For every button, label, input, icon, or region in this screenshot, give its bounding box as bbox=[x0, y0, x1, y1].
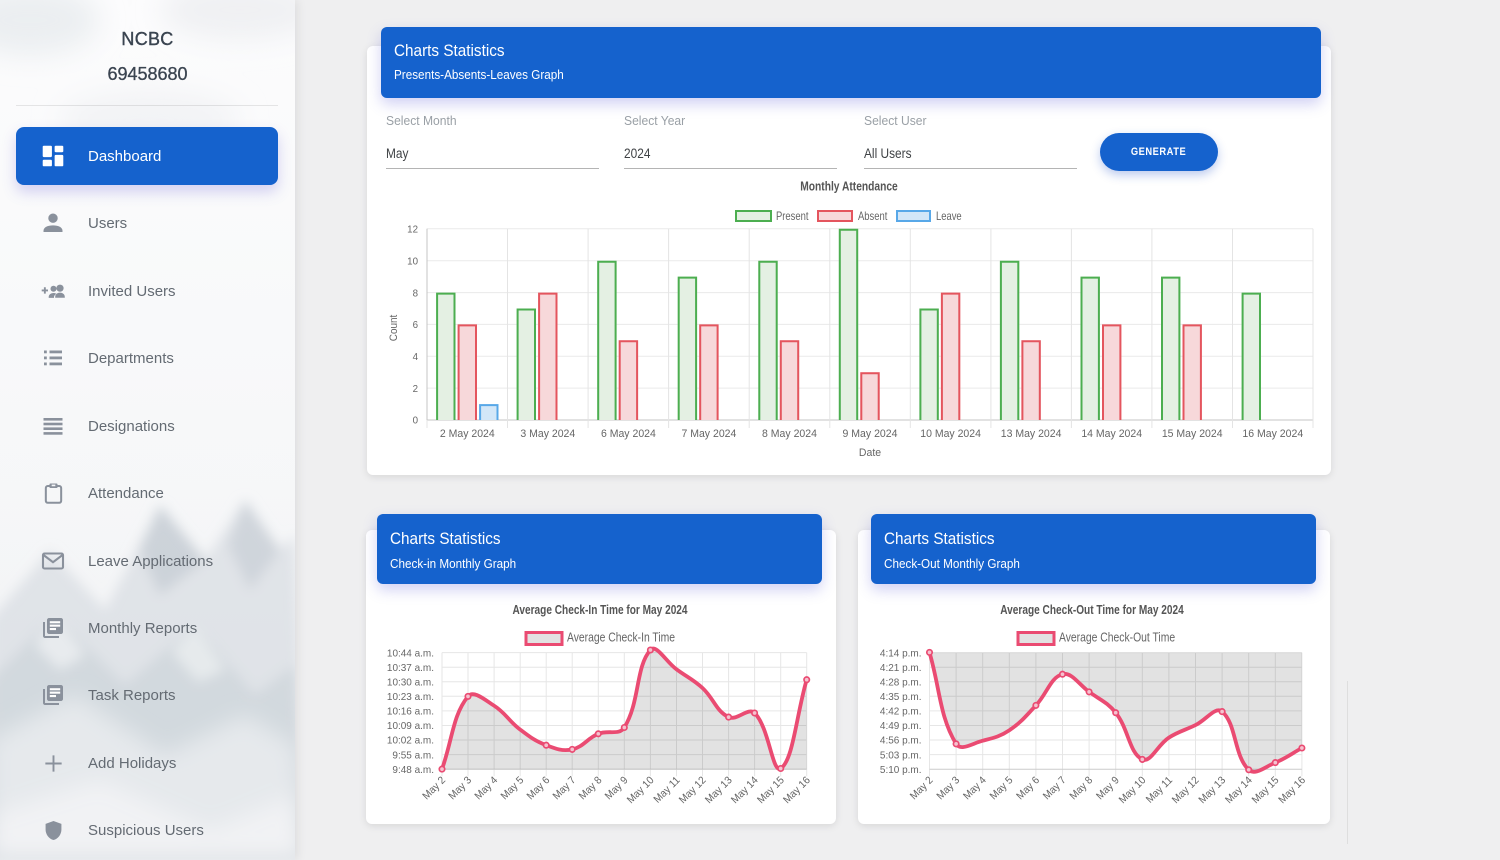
svg-text:May 10: May 10 bbox=[625, 775, 656, 806]
svg-text:10 May 2024: 10 May 2024 bbox=[920, 428, 981, 440]
svg-text:May 15: May 15 bbox=[1250, 775, 1281, 806]
svg-text:5:03 p.m.: 5:03 p.m. bbox=[880, 750, 922, 761]
svg-text:12: 12 bbox=[407, 224, 418, 235]
svg-text:Monthly Attendance: Monthly Attendance bbox=[800, 181, 898, 194]
svg-text:15 May 2024: 15 May 2024 bbox=[1162, 428, 1223, 440]
svg-text:May 15: May 15 bbox=[756, 775, 787, 806]
svg-text:Average Check-In Time for May: Average Check-In Time for May 2024 bbox=[512, 604, 688, 617]
svg-text:Average Check-Out Time: Average Check-Out Time bbox=[1059, 632, 1175, 645]
svg-text:May 2: May 2 bbox=[421, 775, 449, 803]
svg-text:May 5: May 5 bbox=[988, 775, 1016, 803]
svg-text:6 May 2024: 6 May 2024 bbox=[601, 428, 656, 440]
svg-text:10:44 a.m.: 10:44 a.m. bbox=[387, 648, 434, 659]
svg-text:May 7: May 7 bbox=[1041, 775, 1069, 803]
svg-text:10:30 a.m.: 10:30 a.m. bbox=[387, 677, 434, 688]
svg-text:3 May 2024: 3 May 2024 bbox=[520, 428, 575, 440]
svg-text:10:09 a.m.: 10:09 a.m. bbox=[387, 721, 434, 732]
svg-text:May 16: May 16 bbox=[1277, 775, 1308, 806]
svg-text:4: 4 bbox=[413, 352, 419, 363]
svg-text:May 14: May 14 bbox=[729, 775, 760, 806]
svg-text:May 6: May 6 bbox=[525, 775, 553, 803]
svg-text:May 4: May 4 bbox=[473, 775, 501, 803]
svg-text:May 12: May 12 bbox=[677, 775, 708, 806]
svg-text:13 May 2024: 13 May 2024 bbox=[1001, 428, 1062, 440]
svg-text:10: 10 bbox=[407, 256, 418, 267]
svg-text:14 May 2024: 14 May 2024 bbox=[1081, 428, 1142, 440]
svg-text:May 11: May 11 bbox=[1144, 775, 1175, 806]
svg-text:0: 0 bbox=[413, 415, 419, 426]
svg-text:May 13: May 13 bbox=[703, 775, 734, 806]
svg-text:9 May 2024: 9 May 2024 bbox=[843, 428, 898, 440]
svg-text:May 4: May 4 bbox=[962, 775, 990, 803]
svg-text:May 8: May 8 bbox=[577, 775, 605, 803]
svg-text:10:23 a.m.: 10:23 a.m. bbox=[387, 692, 434, 703]
svg-text:7 May 2024: 7 May 2024 bbox=[681, 428, 736, 440]
svg-text:May 13: May 13 bbox=[1197, 775, 1228, 806]
svg-text:May 8: May 8 bbox=[1068, 775, 1096, 803]
svg-text:4:42 p.m.: 4:42 p.m. bbox=[880, 706, 922, 717]
svg-text:8: 8 bbox=[413, 288, 419, 299]
svg-text:2: 2 bbox=[413, 384, 419, 395]
svg-text:6: 6 bbox=[413, 320, 419, 331]
svg-text:May 2: May 2 bbox=[908, 775, 936, 803]
svg-text:May 11: May 11 bbox=[652, 775, 683, 806]
svg-text:May 6: May 6 bbox=[1015, 775, 1043, 803]
svg-text:Average Check-In Time: Average Check-In Time bbox=[567, 632, 675, 645]
svg-text:9:48 a.m.: 9:48 a.m. bbox=[392, 765, 434, 776]
svg-text:4:35 p.m.: 4:35 p.m. bbox=[880, 692, 922, 703]
svg-text:16 May 2024: 16 May 2024 bbox=[1242, 428, 1303, 440]
svg-text:4:14 p.m.: 4:14 p.m. bbox=[880, 648, 922, 659]
svg-text:9:55 a.m.: 9:55 a.m. bbox=[392, 750, 434, 761]
svg-text:May 16: May 16 bbox=[782, 775, 813, 806]
svg-text:4:28 p.m.: 4:28 p.m. bbox=[880, 677, 922, 688]
svg-text:10:02 a.m.: 10:02 a.m. bbox=[387, 735, 434, 746]
svg-text:4:49 p.m.: 4:49 p.m. bbox=[880, 721, 922, 732]
svg-text:Present: Present bbox=[776, 210, 809, 223]
svg-text:May 5: May 5 bbox=[499, 775, 527, 803]
svg-text:May 3: May 3 bbox=[447, 775, 475, 803]
svg-text:5:10 p.m.: 5:10 p.m. bbox=[880, 765, 922, 776]
svg-text:Absent: Absent bbox=[858, 210, 887, 223]
svg-text:May 10: May 10 bbox=[1117, 775, 1148, 806]
svg-text:8 May 2024: 8 May 2024 bbox=[762, 428, 817, 440]
svg-text:May 3: May 3 bbox=[935, 775, 963, 803]
svg-text:Date: Date bbox=[859, 447, 881, 459]
svg-text:4:21 p.m.: 4:21 p.m. bbox=[880, 663, 922, 674]
svg-text:May 7: May 7 bbox=[551, 775, 579, 803]
svg-text:10:16 a.m.: 10:16 a.m. bbox=[387, 706, 434, 717]
svg-text:2 May 2024: 2 May 2024 bbox=[440, 428, 495, 440]
svg-text:May 14: May 14 bbox=[1224, 775, 1255, 806]
svg-text:10:37 a.m.: 10:37 a.m. bbox=[387, 663, 434, 674]
svg-text:Average Check-Out Time for May: Average Check-Out Time for May 2024 bbox=[1000, 604, 1184, 617]
svg-text:Leave: Leave bbox=[936, 210, 962, 223]
svg-text:Count: Count bbox=[389, 315, 401, 341]
svg-text:4:56 p.m.: 4:56 p.m. bbox=[880, 735, 922, 746]
svg-text:May 12: May 12 bbox=[1170, 775, 1201, 806]
